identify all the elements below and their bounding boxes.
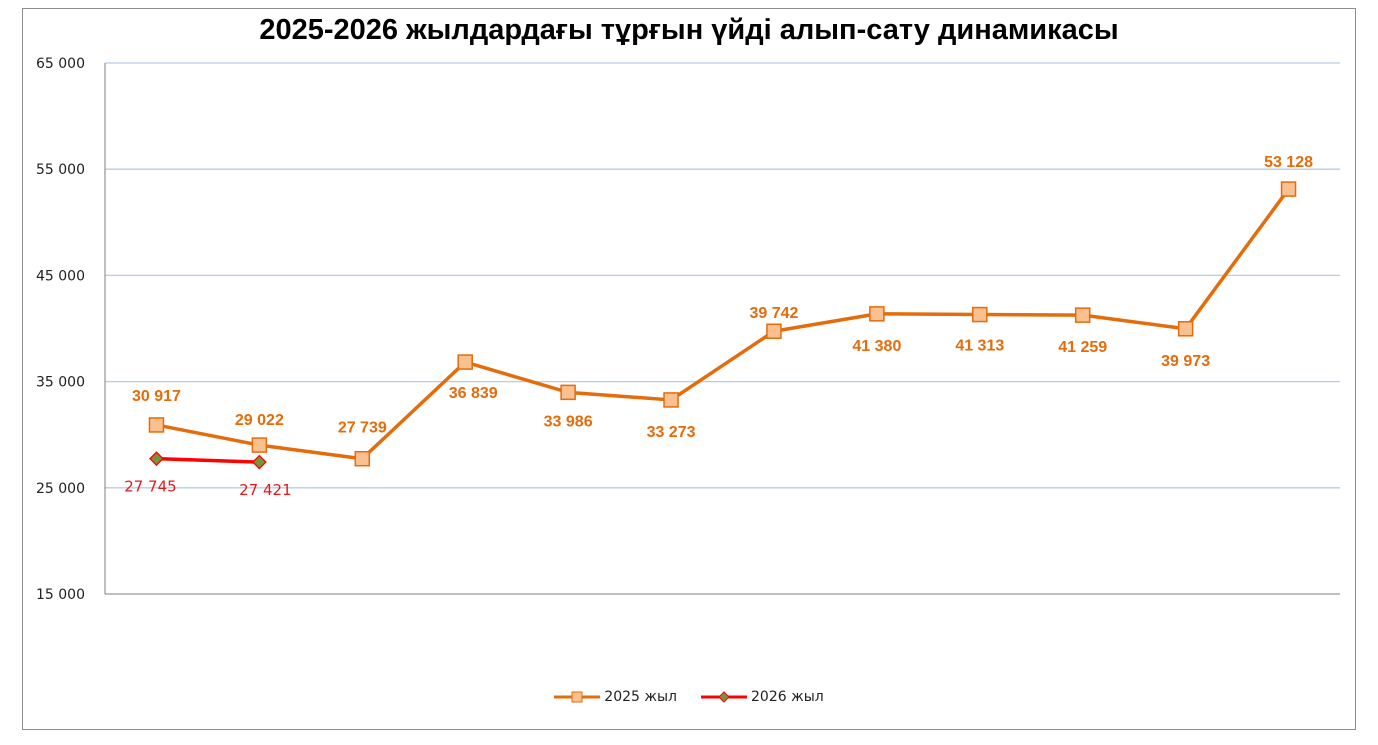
chart-title: 2025-2026 жылдардағы тұрғын үйді алып-са… <box>259 14 1119 46</box>
data-point-marker <box>1177 321 1194 337</box>
data-label: 30 917 <box>132 388 181 405</box>
data-point-marker <box>766 323 782 339</box>
series-markers <box>148 181 1297 470</box>
data-point-marker <box>148 417 165 433</box>
data-label: 41 259 <box>1058 339 1107 356</box>
series-lines <box>156 188 1290 464</box>
legend: 2025 жыл 2026 жыл <box>0 689 1378 705</box>
data-label: 27 739 <box>338 420 387 437</box>
data-point-marker <box>149 451 164 467</box>
y-tick-label: 25 000 <box>36 481 85 497</box>
legend-swatch-2025 <box>554 691 601 703</box>
series-line-2026 <box>156 456 260 464</box>
data-label: 33 986 <box>544 413 593 430</box>
data-label: 39 973 <box>1161 353 1210 370</box>
data-point-marker <box>560 384 576 401</box>
data-label: 41 380 <box>852 338 901 355</box>
chart-frame <box>22 8 1356 730</box>
legend-label-2026: 2026 жыл <box>751 689 824 705</box>
data-label: 41 313 <box>955 338 1004 355</box>
data-point-marker <box>251 454 267 470</box>
legend-item-2026: 2026 жыл <box>701 689 824 705</box>
data-point-marker <box>663 392 679 408</box>
y-tick-labels: 15 000 25 000 35 000 45 000 55 000 65 000 <box>36 56 85 603</box>
y-tick-label: 15 000 <box>36 587 85 603</box>
series-line-2025 <box>156 188 1290 461</box>
legend-item-2025: 2025 жыл <box>554 689 677 705</box>
data-point-marker <box>354 450 371 467</box>
y-tick-label: 55 000 <box>36 162 85 178</box>
y-tick-label: 35 000 <box>36 375 85 391</box>
data-point-marker <box>1074 307 1091 323</box>
data-point-marker <box>972 306 988 323</box>
data-label: 29 022 <box>235 412 284 429</box>
data-point-marker <box>1280 181 1297 197</box>
y-tick-label: 45 000 <box>36 268 85 284</box>
data-labels: 30 917 29 022 27 739 36 839 33 986 33 273 39 7… <box>124 154 1313 499</box>
axes <box>104 63 1340 595</box>
y-tick-label: 65 000 <box>36 56 85 72</box>
legend-label-2025: 2025 жыл <box>604 689 677 705</box>
data-label: 27 745 <box>124 478 177 496</box>
data-label: 27 421 <box>239 481 292 499</box>
data-label: 53 128 <box>1264 154 1313 171</box>
data-point-marker <box>457 354 473 370</box>
gridlines <box>105 62 1340 489</box>
data-point-marker <box>869 306 885 322</box>
data-label: 36 839 <box>449 385 498 402</box>
data-point-marker <box>251 437 268 453</box>
legend-swatch-2026 <box>701 691 747 703</box>
data-label: 39 742 <box>749 305 798 322</box>
data-label: 33 273 <box>647 424 696 441</box>
